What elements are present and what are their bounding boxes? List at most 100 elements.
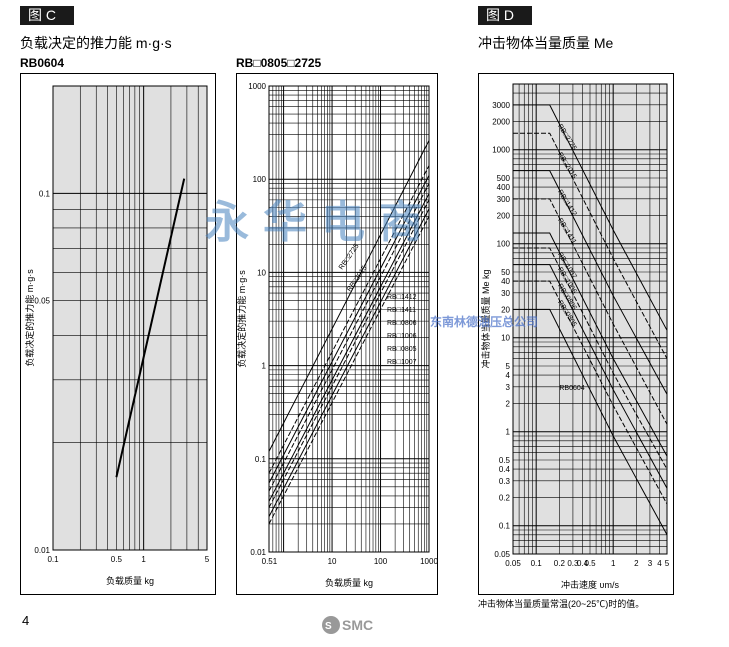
watermark: 永华电商 (205, 197, 437, 248)
series-line (268, 175, 430, 484)
y-tick-label: 10 (501, 334, 510, 343)
series-line (513, 132, 668, 359)
series-line (268, 199, 430, 508)
y-tick-label: 300 (497, 195, 511, 204)
watermark-sub: 东南林德油压总公司 (430, 315, 539, 329)
y-tick-label: 0.01 (34, 546, 50, 555)
header-fig-c: 图 C (20, 6, 74, 25)
y-tick-label: 0.05 (34, 297, 50, 306)
x-axis-label: 负载质量 kg (325, 577, 373, 588)
y-tick-label: 0.5 (499, 456, 511, 465)
series-label: RB0604 (559, 385, 584, 392)
series-line (513, 247, 668, 470)
y-tick-label: 0.2 (499, 493, 511, 502)
x-axis-label: 冲击速度 υm/s (561, 579, 619, 590)
x-tick-label: 1000 (420, 557, 437, 566)
series-label: RB□1006 (387, 333, 417, 340)
y-tick-label: 1 (262, 362, 267, 371)
x-tick-label: 0.1 (531, 559, 543, 568)
y-tick-label: 2 (506, 399, 511, 408)
y-tick-label: 0.3 (499, 477, 511, 486)
x-tick-label: 0.5 (111, 555, 123, 564)
y-tick-label: 30 (501, 289, 510, 298)
y-tick-label: 4 (506, 371, 511, 380)
series-line (513, 170, 668, 395)
chart2: 0.51 10 100 1000 1000 100 10 1 0.1 0.01 负载质量 kg 负载决… (236, 82, 438, 588)
y-axis-label: 负载决定的推力能 m·g·s (237, 270, 247, 368)
series-line (268, 208, 430, 517)
y-tick-label: 500 (497, 174, 511, 183)
series-line (268, 193, 430, 502)
y-tick-label: 0.4 (499, 465, 511, 474)
chart2-frame: 0.51 10 100 1000 1000 100 10 1 0.1 0.01 负载质量 kg 负载决… (236, 73, 438, 595)
y-tick-label: 3000 (492, 101, 510, 110)
y-tick-label: 100 (253, 175, 267, 184)
y-tick-label: 5 (506, 362, 511, 371)
y-tick-label: 40 (501, 277, 510, 286)
x-tick-label: 1 (611, 559, 616, 568)
x-tick-label: 0.51 (262, 557, 278, 566)
title-right: 冲击物体当量质量 Me (478, 35, 614, 51)
y-tick-label: 100 (497, 240, 511, 249)
x-tick-label: 2 (634, 559, 639, 568)
x-axis-label: 负载质量 kg (106, 575, 154, 586)
y-tick-label: 200 (497, 211, 511, 220)
y-tick-label: 0.1 (499, 522, 511, 531)
title-left: 负载决定的推力能 m·g·s (20, 35, 172, 51)
x-tick-label: 0.5 (584, 559, 596, 568)
x-tick-label: 0.2 (554, 559, 566, 568)
x-tick-label: 0.1 (47, 555, 59, 564)
x-tick-label: 5 (665, 559, 670, 568)
footnote: 冲击物体当量质量常温(20~25℃)时的值。 (478, 599, 645, 609)
series-label: RB□1007 (387, 359, 417, 366)
svg-text:S: S (325, 621, 332, 632)
series-line (513, 232, 668, 457)
y-tick-label: 0.01 (250, 548, 266, 557)
subtitle-chart2: RB□0805□2725 (236, 56, 322, 70)
series-label: RB□0806 (387, 320, 417, 327)
series-line (513, 280, 668, 505)
y-tick-label: 0.05 (494, 550, 510, 559)
chart1: 0.1 0.5 1 5 0.1 0.05 0.01 负载质量 kg 负载决定的推力能 m·g·s (24, 85, 210, 586)
series-line (268, 140, 430, 452)
y-tick-label: 0.1 (39, 189, 51, 198)
x-tick-label: 0.05 (505, 559, 521, 568)
x-tick-label: 4 (657, 559, 662, 568)
y-tick-label: 10 (257, 268, 266, 277)
y-tick-label: 1000 (248, 82, 266, 91)
y-tick-label: 1000 (492, 146, 510, 155)
subtitle-chart1: RB0604 (20, 56, 65, 70)
series-label: RB□1411 (387, 307, 416, 314)
y-axis-label: 负载决定的推力能 m·g·s (24, 269, 35, 367)
plot-area (268, 85, 430, 553)
plot-area (52, 85, 208, 551)
y-tick-label: 400 (497, 183, 511, 192)
x-tick-label: 0.3 (567, 559, 579, 568)
series-line (268, 216, 430, 525)
series-label: RB□1412 (387, 294, 417, 301)
y-tick-label: 50 (501, 268, 510, 277)
chart3: 0.05 0.1 0.2 0.30.40.5 1 2 3 4 53000200010005004… (480, 83, 670, 590)
chart1-frame: 0.1 0.5 1 5 0.1 0.05 0.01 负载质量 kg 负载决定的推力能 m·g·s (20, 73, 216, 595)
series-line (115, 178, 186, 478)
series-line (513, 308, 668, 536)
x-tick-label: 5 (205, 555, 210, 564)
y-tick-label: 3 (506, 383, 511, 392)
page-number: 4 (22, 613, 30, 628)
series-line (513, 104, 668, 331)
series-label: RB□0805 (387, 346, 417, 353)
y-tick-label: 2000 (492, 117, 510, 126)
x-tick-label: 10 (328, 557, 337, 566)
series-line (268, 183, 430, 492)
x-tick-label: 3 (648, 559, 653, 568)
x-tick-label: 100 (374, 557, 388, 566)
x-tick-label: 0.4 (577, 559, 589, 568)
smc-logo: S SMC (320, 614, 375, 636)
chart3-frame: 0.05 0.1 0.2 0.3 0.4 0.5 1 2 3 4 5 3000 2000 1000 500 4… (478, 73, 674, 595)
series-line (268, 165, 430, 474)
y-tick-label: 1 (506, 428, 511, 437)
svg-text:SMC: SMC (342, 617, 373, 633)
header-fig-d: 图 D (478, 6, 532, 25)
y-axis-label: 冲击物体当量质量 Me kg (480, 269, 491, 368)
y-tick-label: 20 (501, 305, 510, 314)
